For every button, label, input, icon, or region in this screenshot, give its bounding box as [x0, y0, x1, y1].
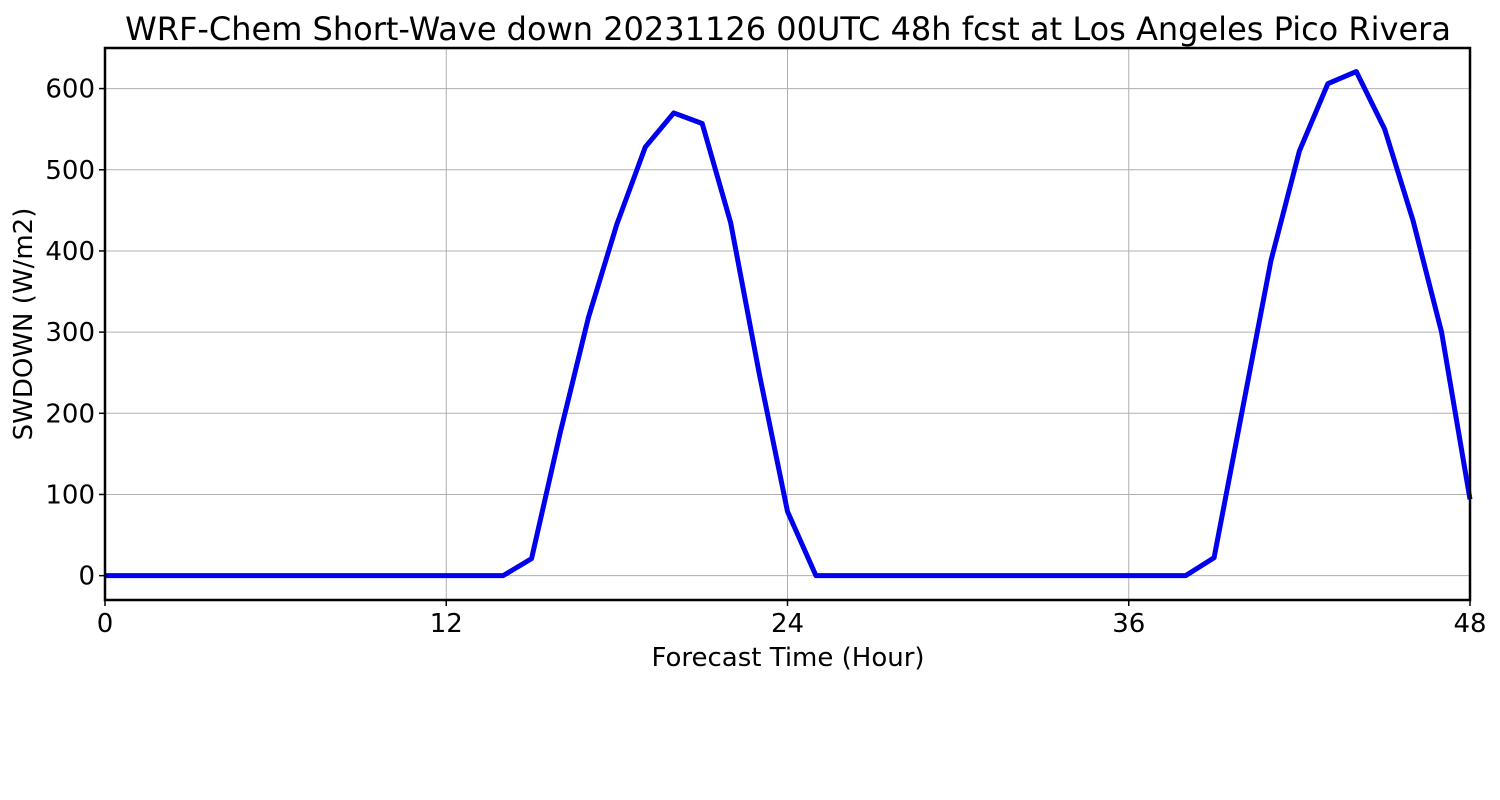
x-tick-label: 0	[97, 609, 114, 639]
y-tick-label: 200	[45, 399, 95, 429]
y-tick-label: 100	[45, 480, 95, 510]
y-tick-label: 0	[78, 562, 95, 592]
y-axis: 0 100 200 300 400 500 600	[45, 75, 105, 592]
series-line	[105, 69, 1473, 579]
x-tick-label: 24	[771, 609, 804, 639]
chart-title: WRF-Chem Short-Wave down 20231126 00UTC …	[125, 10, 1451, 48]
y-tick-label: 600	[45, 75, 95, 105]
x-tick-label: 36	[1112, 609, 1145, 639]
y-axis-label: SWDOWN (W/m2)	[9, 208, 39, 441]
y-tick-label: 500	[45, 156, 95, 186]
x-axis: 0 12 24 36 48	[97, 600, 1487, 639]
x-tick-label: 12	[430, 609, 463, 639]
y-tick-label: 400	[45, 237, 95, 267]
series-layer	[105, 69, 1473, 579]
x-axis-label: Forecast Time (Hour)	[651, 643, 924, 673]
y-tick-label: 300	[45, 318, 95, 348]
x-tick-label: 48	[1453, 609, 1486, 639]
